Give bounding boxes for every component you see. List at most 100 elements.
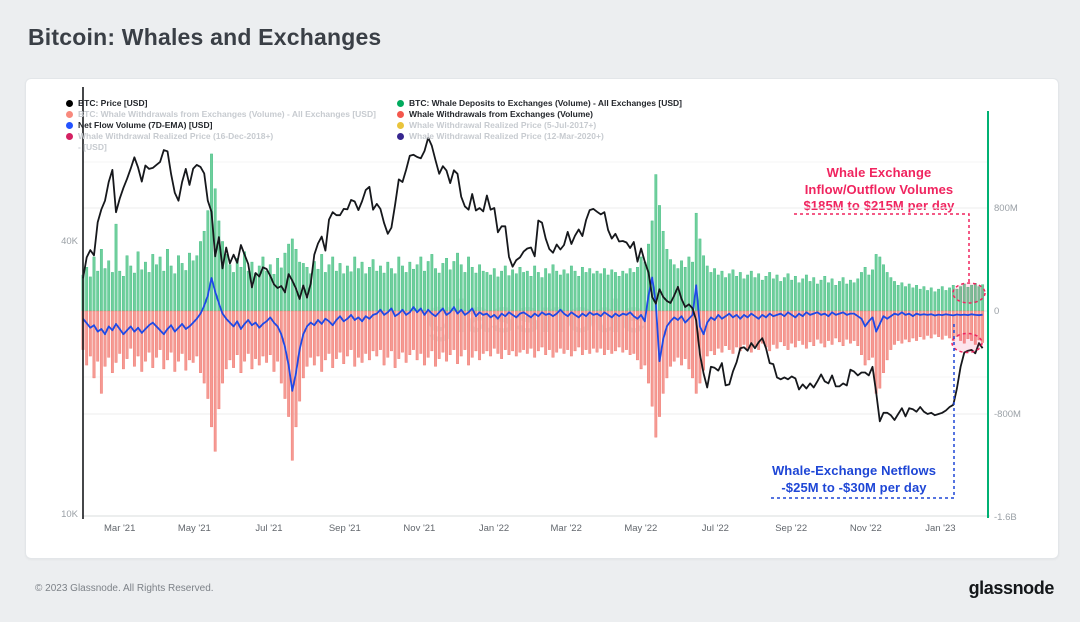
deposit-bar [118, 270, 122, 312]
legend-item[interactable]: Whale Withdrawal Realized Price (16-Dec-… [66, 131, 273, 152]
deposit-bar [518, 267, 522, 312]
copyright-text: © 2023 Glassnode. All Rights Reserved. [35, 583, 214, 594]
withdrawal-bar [353, 310, 357, 367]
deposit-bar [228, 264, 232, 312]
x-axis-label: Jan '22 [478, 523, 510, 534]
deposit-bar [191, 260, 195, 312]
withdrawal-bar [110, 310, 114, 373]
deposit-bar [217, 220, 221, 312]
withdrawal-bar [320, 310, 324, 372]
whales-exchanges-chart[interactable] [26, 79, 1058, 558]
deposit-bar [951, 285, 955, 312]
deposit-bar [133, 272, 136, 312]
withdrawal-bar [860, 310, 863, 355]
glassnode-logo: glassnode [968, 578, 1055, 598]
deposit-bar [852, 282, 856, 312]
deposit-bar [96, 270, 100, 312]
withdrawal-bar [929, 310, 933, 339]
legend-item[interactable]: BTC: Whale Withdrawals from Exchanges (V… [66, 109, 376, 120]
deposit-bar [423, 270, 426, 312]
legend-item[interactable]: Net Flow Volume (7D-EMA) [USD] [66, 120, 212, 131]
withdrawal-bar [415, 310, 419, 361]
legend-item[interactable]: BTC: Price [USD] [66, 98, 147, 109]
deposit-bar [749, 270, 753, 312]
withdrawal-bar [404, 310, 408, 363]
deposit-bar [911, 287, 915, 312]
inflow-bracket [794, 213, 970, 282]
withdrawal-bar [522, 310, 526, 350]
legend-item[interactable]: Whale Withdrawal Realized Price (5-Jul-2… [397, 120, 596, 131]
deposit-bar [533, 265, 537, 312]
deposit-bar [771, 278, 775, 312]
legend-item[interactable]: BTC: Whale Deposits to Exchanges (Volume… [397, 98, 682, 109]
deposit-bar [566, 273, 570, 312]
withdrawal-bar [393, 310, 397, 368]
deposit-bar [155, 264, 158, 312]
withdrawal-bar [676, 310, 680, 358]
withdrawal-bar [709, 310, 713, 352]
withdrawal-bar [926, 310, 929, 336]
withdrawal-bar [459, 310, 463, 357]
deposit-bar [268, 264, 272, 312]
deposit-bar [180, 263, 184, 312]
withdrawal-bar [265, 310, 268, 363]
withdrawal-bar [628, 310, 632, 355]
deposit-bar [415, 264, 419, 312]
deposit-bar [107, 260, 111, 312]
deposit-bar [790, 279, 794, 312]
y-axis-label-volume: 800M [994, 203, 1018, 214]
price-line [82, 136, 984, 423]
deposit-bar [452, 261, 456, 312]
withdrawal-bar [136, 310, 140, 357]
withdrawal-bar [775, 310, 779, 349]
withdrawal-bar [896, 310, 900, 341]
deposit-bar [709, 272, 713, 312]
legend-label: BTC: Price [USD] [78, 98, 148, 108]
withdrawal-bar [382, 310, 386, 366]
withdrawal-bar [808, 310, 812, 343]
withdrawal-bar [694, 310, 698, 394]
legend-item[interactable]: Whale Withdrawal Realized Price (12-Mar-… [397, 131, 604, 142]
withdrawal-bar [261, 310, 265, 357]
withdrawal-bar [933, 310, 937, 335]
withdrawal-bar [235, 310, 239, 355]
withdrawal-bar [632, 310, 636, 354]
withdrawal-bar [125, 310, 129, 359]
deposit-bar [525, 270, 529, 312]
legend-label: BTC: Whale Withdrawals from Exchanges (V… [78, 109, 376, 119]
deposit-bar [738, 272, 742, 312]
deposit-bar [705, 265, 709, 312]
deposit-bar [147, 272, 151, 312]
deposit-bar [632, 272, 636, 312]
deposit-bar [481, 270, 485, 312]
deposit-bar [797, 282, 801, 312]
withdrawal-bar [636, 310, 639, 361]
legend-item[interactable]: Whale Withdrawals from Exchanges (Volume… [397, 109, 593, 120]
deposit-bar [368, 267, 371, 312]
withdrawal-bar [746, 310, 750, 349]
withdrawal-bar [716, 310, 720, 349]
withdrawal-bar [779, 310, 783, 343]
withdrawal-bar [650, 310, 654, 407]
withdrawal-bar [940, 310, 944, 340]
withdrawal-bar [441, 310, 445, 353]
deposit-bar [121, 276, 125, 312]
withdrawal-bar [819, 310, 823, 344]
withdrawal-bar [573, 310, 577, 352]
y-axis-label-volume: 0 [994, 306, 1000, 317]
withdrawal-bar [804, 310, 808, 349]
deposit-bar [544, 268, 548, 312]
deposit-bar [735, 276, 739, 312]
deposit-bar [885, 272, 889, 312]
deposit-bar [386, 261, 390, 312]
deposit-bar [485, 272, 489, 312]
withdrawal-bar [893, 310, 896, 345]
deposit-bar [338, 263, 342, 312]
deposit-bar [441, 263, 445, 312]
withdrawal-bar [614, 310, 617, 352]
deposit-bar [169, 265, 173, 312]
withdrawal-bar [474, 310, 478, 352]
deposit-bar [158, 256, 162, 312]
deposit-bar [801, 278, 805, 312]
deposit-bar [129, 265, 133, 312]
